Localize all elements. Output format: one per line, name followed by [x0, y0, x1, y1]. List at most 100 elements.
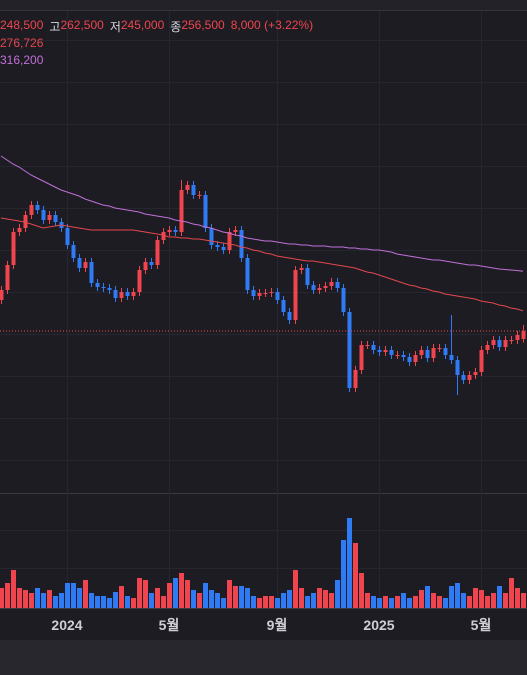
volume-bar — [479, 590, 484, 608]
candle-body — [497, 340, 502, 347]
candle-body — [467, 375, 472, 380]
candle-body — [53, 215, 58, 222]
volume-bar — [305, 596, 310, 608]
volume-bar — [77, 588, 82, 608]
volume-bar — [317, 588, 322, 608]
candle-body — [263, 293, 268, 294]
volume-bar — [173, 578, 178, 608]
candle-body — [407, 357, 412, 362]
volume-bar — [419, 590, 424, 608]
volume-bar — [11, 570, 16, 608]
volume-bar — [347, 518, 352, 608]
candle-body — [131, 292, 136, 296]
volume-bar — [329, 593, 334, 608]
candle-body — [29, 205, 34, 215]
low-label: 저 — [109, 20, 121, 34]
candle-body — [437, 348, 442, 349]
candle-body — [479, 350, 484, 372]
candle-body — [233, 230, 238, 232]
volume-bar — [383, 596, 388, 608]
x-tick-label: 9월 — [267, 617, 288, 633]
volume-bar — [137, 578, 142, 608]
volume-bar — [161, 596, 166, 608]
volume-bar — [455, 583, 460, 608]
volume-bar — [341, 540, 346, 608]
candle-body — [167, 230, 172, 232]
candle-body — [353, 370, 358, 388]
candle-body — [347, 312, 352, 388]
candle-body — [323, 286, 328, 288]
candle-body — [11, 232, 16, 265]
candle-body — [461, 375, 466, 380]
volume-bar — [23, 590, 28, 608]
candle-body — [443, 348, 448, 355]
candle-body — [299, 268, 304, 270]
candle-body — [143, 262, 148, 270]
volume-bar — [113, 592, 118, 608]
candle-body — [251, 290, 256, 296]
candle-body — [335, 282, 340, 288]
candle-body — [71, 245, 76, 258]
volume-bar — [437, 596, 442, 608]
x-tick-label: 2025 — [363, 617, 394, 633]
volume-bar — [209, 590, 214, 608]
candle-body — [35, 205, 40, 210]
high-label: 고 — [49, 20, 61, 34]
open-value: 248,500 — [0, 18, 44, 32]
volume-bar — [239, 586, 244, 608]
volume-bar — [473, 588, 478, 608]
close-label: 종 — [170, 20, 182, 34]
volume-bar — [125, 596, 130, 608]
candle-body — [155, 240, 160, 265]
volume-bar — [47, 590, 52, 608]
volume-bar — [107, 598, 112, 608]
volume-bar — [449, 586, 454, 608]
candle-body — [83, 262, 88, 268]
candle-body — [491, 340, 496, 345]
volume-bar — [191, 590, 196, 608]
candle-body — [185, 185, 190, 190]
candle-body — [431, 348, 436, 358]
volume-bar — [83, 580, 88, 608]
candle-body — [17, 228, 22, 232]
volume-bar — [389, 598, 394, 608]
volume-bar — [521, 593, 526, 608]
volume-bar — [5, 583, 10, 608]
volume-bar — [95, 596, 100, 608]
volume-bar — [245, 588, 250, 608]
volume-bar — [53, 596, 58, 608]
bottom-bar — [0, 640, 527, 675]
volume-bar — [215, 593, 220, 608]
candle-body — [473, 372, 478, 375]
volume-bar — [287, 590, 292, 608]
volume-bar — [275, 598, 280, 608]
ma-line — [0, 217, 524, 312]
candle-body — [215, 245, 220, 247]
candle-body — [125, 292, 130, 296]
candle-body — [119, 292, 124, 298]
candle-body — [0, 290, 4, 300]
candle-body — [485, 345, 490, 350]
candle-body — [269, 292, 274, 293]
candle-body — [281, 300, 286, 312]
candle-body — [113, 290, 118, 298]
volume-bar — [179, 573, 184, 608]
candle-body — [173, 230, 178, 232]
volume-bar — [467, 596, 472, 608]
candle-body — [191, 185, 196, 195]
volume-bar — [131, 598, 136, 608]
volume-bar — [353, 543, 358, 608]
volume-bar — [503, 593, 508, 608]
candle-body — [5, 265, 10, 290]
volume-bar — [59, 593, 64, 608]
volume-bar — [431, 593, 436, 608]
volume-bar — [65, 583, 70, 608]
volume-bar — [413, 596, 418, 608]
volume-bar — [509, 578, 514, 608]
candle-body — [455, 360, 460, 375]
candle-body — [449, 355, 454, 360]
candle-body — [371, 345, 376, 350]
candle-body — [197, 195, 202, 196]
candle-body — [311, 285, 316, 290]
